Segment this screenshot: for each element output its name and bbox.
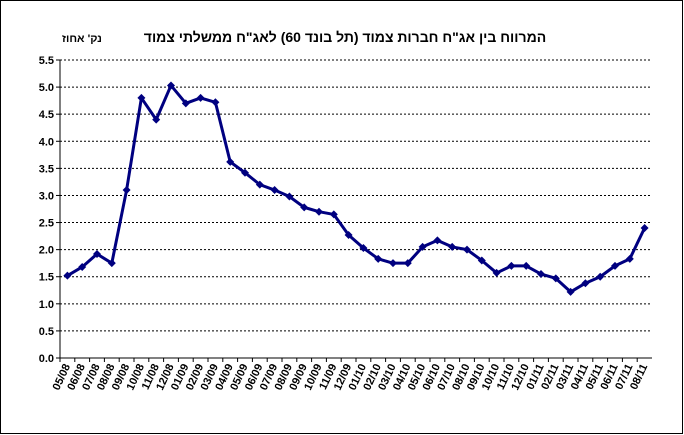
- y-axis-label: נק' אחוז: [62, 33, 102, 45]
- data-point: [389, 259, 397, 268]
- y-tick-label: 4.5: [39, 109, 54, 121]
- data-point: [285, 192, 294, 201]
- data-point: [418, 242, 427, 251]
- y-tick-label: 1.0: [39, 299, 54, 311]
- y-tick-label: 3.5: [39, 163, 54, 175]
- y-tick-label: 0.5: [39, 326, 54, 338]
- data-point: [566, 287, 575, 296]
- data-point: [226, 157, 235, 166]
- data-point: [625, 254, 634, 263]
- data-point: [122, 186, 131, 195]
- data-point: [596, 272, 605, 281]
- data-point: [211, 98, 220, 107]
- data-point: [329, 210, 338, 219]
- y-tick-label: 3.0: [39, 190, 54, 202]
- data-point: [167, 81, 175, 90]
- y-tick-label: 0.0: [39, 353, 54, 365]
- data-point: [137, 93, 146, 102]
- data-point: [107, 259, 116, 268]
- y-tick-label: 1.5: [39, 272, 54, 284]
- data-point: [492, 268, 501, 277]
- data-point: [63, 271, 72, 280]
- chart-title: המרווח בין אג"ח חברות צמוד (תל בונד 60) …: [144, 29, 546, 45]
- data-point: [433, 236, 442, 245]
- data-point: [448, 242, 457, 251]
- y-tick-label: 2.5: [39, 218, 54, 230]
- y-tick-label: 5.0: [39, 82, 54, 94]
- data-point: [300, 203, 309, 212]
- y-tick-label: 5.5: [39, 55, 54, 67]
- data-point: [270, 186, 279, 195]
- data-point: [78, 262, 87, 271]
- data-point: [255, 180, 264, 189]
- y-tick-label: 4.0: [39, 136, 54, 148]
- data-point: [152, 115, 161, 124]
- data-point: [403, 259, 412, 268]
- data-point: [611, 261, 619, 270]
- data-point: [181, 99, 190, 108]
- data-point: [522, 261, 531, 270]
- data-point: [640, 223, 649, 232]
- data-point: [551, 274, 560, 283]
- data-point: [477, 256, 486, 265]
- data-point: [241, 168, 249, 177]
- data-point: [374, 254, 383, 263]
- data-point: [581, 279, 590, 288]
- data-point: [537, 270, 545, 279]
- data-point: [463, 245, 471, 254]
- data-point: [507, 261, 516, 270]
- data-point: [93, 249, 101, 258]
- data-line: [66, 83, 646, 294]
- y-tick-label: 2.0: [39, 245, 54, 257]
- data-point: [344, 231, 353, 240]
- data-point: [315, 207, 323, 216]
- data-point: [359, 244, 368, 253]
- data-point: [196, 93, 205, 102]
